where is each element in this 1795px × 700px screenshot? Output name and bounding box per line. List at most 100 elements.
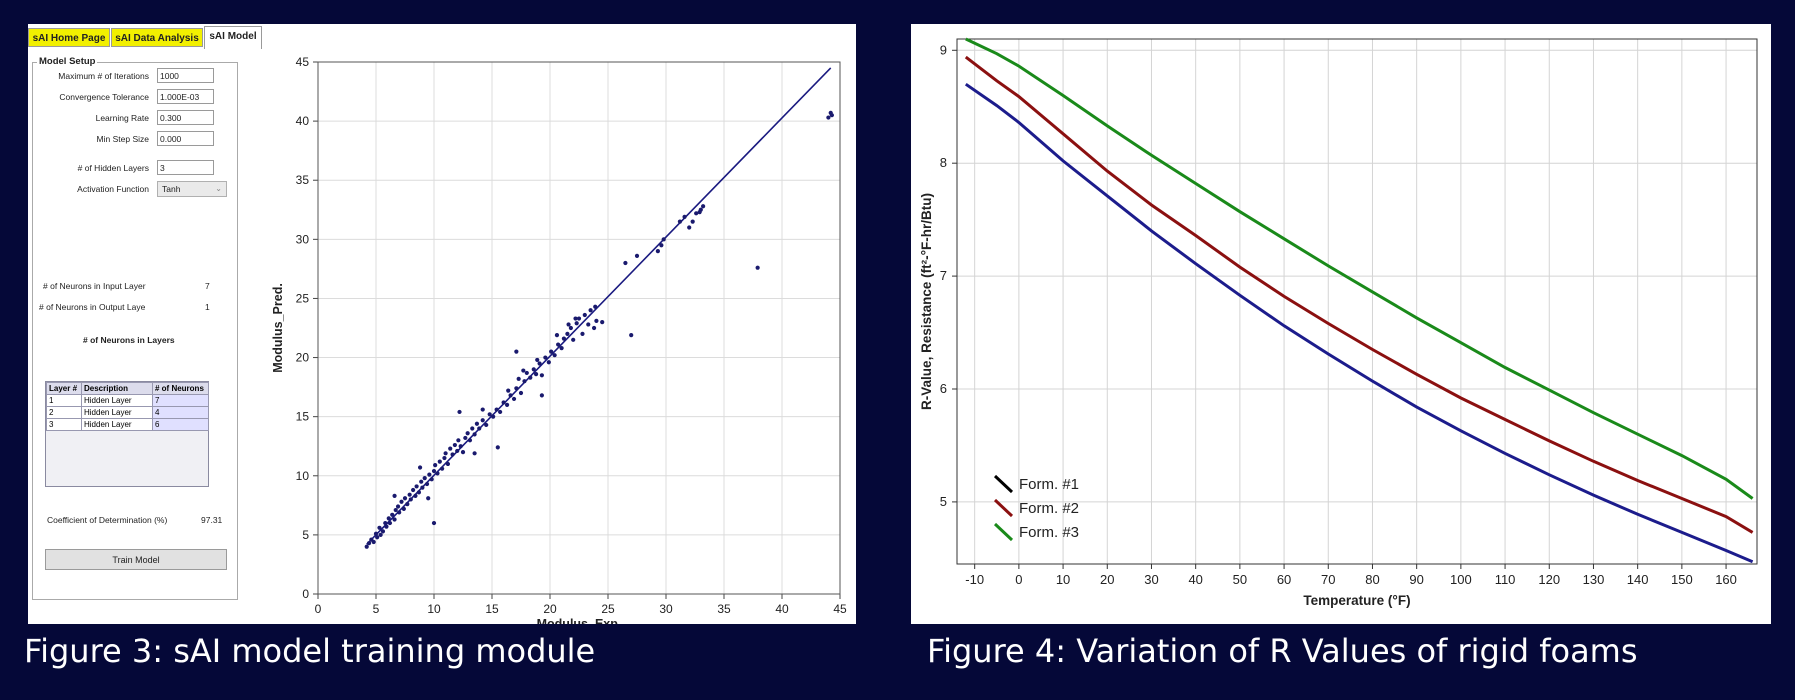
y-tick-label: 5	[940, 494, 947, 509]
tab-sai-home-page[interactable]: sAI Home Page	[28, 28, 110, 47]
scatter-point	[472, 451, 477, 456]
scatter-point	[477, 426, 482, 431]
series-line-form-1	[964, 82, 1754, 564]
scatter-point	[566, 322, 571, 327]
scatter-point	[522, 379, 527, 384]
scatter-point	[417, 465, 423, 470]
scatter-point	[591, 325, 597, 331]
x-tick-label: 40	[1188, 572, 1202, 587]
scatter-point	[435, 471, 440, 476]
scatter-point	[414, 484, 419, 489]
scatter-point	[408, 497, 413, 502]
activation-function-select[interactable]: Tanh ⌄	[157, 181, 227, 197]
scatter-point	[491, 414, 496, 419]
scatter-point	[829, 113, 834, 118]
x-tick-label: 100	[1450, 572, 1472, 587]
scatter-point	[407, 492, 412, 497]
scatter-point	[378, 532, 383, 537]
x-tick-label: 15	[485, 602, 499, 616]
table-row: 1 Hidden Layer 7	[46, 394, 209, 407]
y-tick-label: 5	[302, 528, 309, 542]
y-axis-label: Modulus_Pred.	[271, 283, 285, 373]
legend-swatch	[993, 474, 1014, 494]
scatter-point	[472, 432, 477, 437]
scatter-point	[457, 409, 462, 415]
scatter-point	[371, 539, 376, 545]
scatter-point	[537, 361, 542, 366]
scatter-point	[697, 210, 702, 215]
series-line-form-2	[964, 55, 1754, 534]
train-model-button[interactable]: Train Model	[45, 549, 227, 570]
scatter-point	[687, 225, 692, 230]
x-tick-label: 80	[1365, 572, 1379, 587]
scatter-point	[480, 407, 485, 412]
neurons-cell[interactable]: 4	[152, 406, 209, 419]
y-tick-label: 10	[296, 469, 310, 483]
max-iterations-label: Maximum # of Iterations	[58, 71, 149, 81]
convergence-tolerance-input[interactable]	[157, 89, 214, 104]
scatter-point	[377, 525, 382, 530]
scatter-point	[533, 372, 539, 377]
scatter-point	[427, 472, 432, 477]
neurons-cell[interactable]: 7	[152, 394, 209, 407]
fit-line	[366, 67, 832, 545]
x-tick-label: -10	[965, 572, 984, 587]
hidden-layers-label: # of Hidden Layers	[77, 163, 149, 173]
model-setup-title: Model Setup	[37, 56, 98, 67]
scatter-point	[554, 332, 560, 338]
scatter-point	[539, 373, 544, 378]
col-header-description: Description	[81, 382, 153, 395]
y-tick-label: 30	[296, 232, 310, 246]
scatter-point	[474, 421, 480, 426]
sai-model-window: sAI Home Page sAI Data Analysis sAI Mode…	[28, 24, 856, 624]
r-value-chart-panel: -10 0 10 20 30 40 50 60 70 80 90 100 110 120 130 140 150…	[911, 24, 1771, 624]
scatter-point	[395, 504, 401, 509]
description-cell: Hidden Layer	[81, 394, 153, 407]
scatter-point	[480, 418, 485, 423]
scatter-point	[455, 448, 460, 454]
x-tick-label: 35	[717, 602, 731, 616]
y-tick-label: 7	[940, 268, 947, 283]
description-cell: Hidden Layer	[81, 406, 153, 419]
scatter-point	[514, 349, 519, 354]
scatter-point	[568, 325, 573, 331]
scatter-point	[682, 214, 687, 219]
scatter-point	[384, 524, 389, 529]
scatter-chart: 0 5 10 15 20 25 30 35 40 45 0 5 10 15 20 25 30 35 40 45 Modu…	[271, 55, 847, 624]
scatter-point	[701, 204, 706, 209]
x-tick-label: 10	[1056, 572, 1070, 587]
scatter-point	[375, 535, 380, 540]
min-step-size-input[interactable]	[157, 131, 214, 146]
scatter-point	[442, 455, 447, 461]
y-tick-label: 25	[296, 291, 310, 305]
scatter-point	[426, 496, 431, 501]
x-tick-label: 90	[1409, 572, 1423, 587]
scatter-point	[586, 322, 591, 327]
scatter-point	[521, 368, 526, 373]
scatter-point	[411, 487, 416, 493]
tab-sai-data-analysis[interactable]: sAI Data Analysis	[111, 28, 203, 47]
x-axis-label: Temperature (°F)	[1303, 593, 1410, 608]
x-tick-label: 20	[543, 602, 557, 616]
neurons-cell[interactable]: 6	[152, 418, 209, 431]
scatter-point	[416, 490, 422, 495]
layer-cell: 2	[46, 406, 82, 419]
x-tick-label: 130	[1583, 572, 1605, 587]
scatter-point	[514, 386, 519, 391]
scatter-point	[460, 450, 466, 455]
scatter-point	[392, 493, 397, 498]
scatter-point	[552, 353, 557, 358]
tab-sai-model[interactable]: sAI Model	[204, 26, 262, 49]
max-iterations-input[interactable]	[157, 68, 214, 83]
table-row: 3 Hidden Layer 6	[46, 418, 209, 431]
hidden-layers-input[interactable]	[157, 160, 214, 175]
scatter-point	[576, 316, 582, 321]
input-layer-neurons-value: 7	[205, 281, 210, 291]
x-tick-label: 160	[1715, 572, 1737, 587]
scatter-point	[561, 336, 567, 341]
scatter-point	[433, 463, 438, 468]
model-setup-group: Model Setup Maximum # of Iterations Conv…	[32, 56, 238, 600]
legend-swatch	[993, 522, 1014, 542]
learning-rate-input[interactable]	[157, 110, 214, 125]
scatter-point	[443, 451, 448, 456]
